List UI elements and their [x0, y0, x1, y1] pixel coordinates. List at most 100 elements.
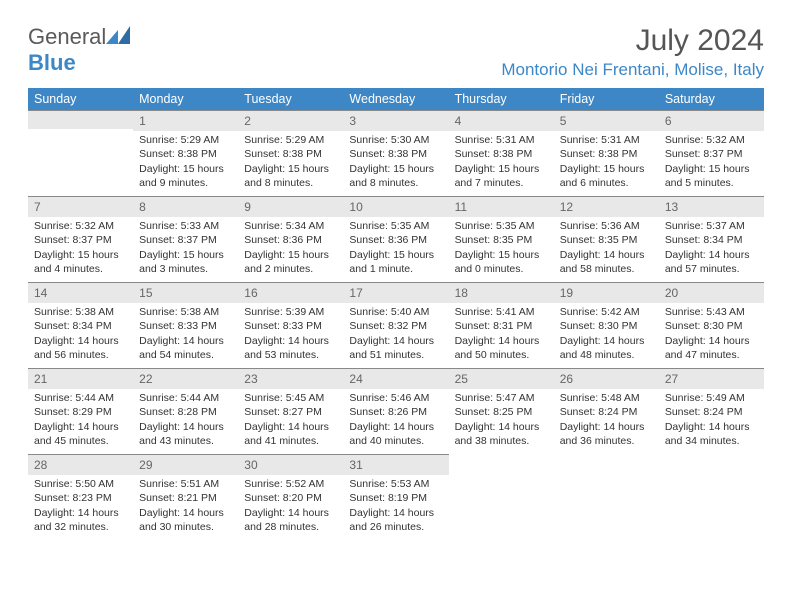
day-number: 29 [133, 454, 238, 475]
location-label: Montorio Nei Frentani, Molise, Italy [501, 60, 764, 80]
weekday-header: Saturday [659, 88, 764, 110]
day-number: 23 [238, 368, 343, 389]
day-body: Sunrise: 5:31 AMSunset: 8:38 PMDaylight:… [554, 131, 659, 194]
sunrise-line: Sunrise: 5:52 AM [244, 477, 337, 491]
day-number: 19 [554, 282, 659, 303]
day-body: Sunrise: 5:35 AMSunset: 8:36 PMDaylight:… [343, 217, 448, 280]
sunset-line: Sunset: 8:34 PM [665, 233, 758, 247]
day-body: Sunrise: 5:40 AMSunset: 8:32 PMDaylight:… [343, 303, 448, 366]
sunset-line: Sunset: 8:30 PM [560, 319, 653, 333]
day-number: 12 [554, 196, 659, 217]
calendar-body: 1Sunrise: 5:29 AMSunset: 8:38 PMDaylight… [28, 110, 764, 540]
day-body: Sunrise: 5:51 AMSunset: 8:21 PMDaylight:… [133, 475, 238, 538]
sunset-line: Sunset: 8:38 PM [560, 147, 653, 161]
sunrise-line: Sunrise: 5:47 AM [455, 391, 548, 405]
day-number: 26 [554, 368, 659, 389]
logo-mark-icon [106, 26, 132, 44]
sunrise-line: Sunrise: 5:44 AM [139, 391, 232, 405]
calendar-cell: 10Sunrise: 5:35 AMSunset: 8:36 PMDayligh… [343, 196, 448, 282]
calendar-cell: 15Sunrise: 5:38 AMSunset: 8:33 PMDayligh… [133, 282, 238, 368]
daylight-line: Daylight: 14 hours and 58 minutes. [560, 248, 653, 276]
sunset-line: Sunset: 8:32 PM [349, 319, 442, 333]
day-number: 13 [659, 196, 764, 217]
calendar-cell: 20Sunrise: 5:43 AMSunset: 8:30 PMDayligh… [659, 282, 764, 368]
day-number: 17 [343, 282, 448, 303]
sunrise-line: Sunrise: 5:38 AM [139, 305, 232, 319]
daylight-line: Daylight: 14 hours and 48 minutes. [560, 334, 653, 362]
calendar-cell: 30Sunrise: 5:52 AMSunset: 8:20 PMDayligh… [238, 454, 343, 540]
calendar-cell: 9Sunrise: 5:34 AMSunset: 8:36 PMDaylight… [238, 196, 343, 282]
calendar-cell: 24Sunrise: 5:46 AMSunset: 8:26 PMDayligh… [343, 368, 448, 454]
weekday-header: Wednesday [343, 88, 448, 110]
day-body: Sunrise: 5:46 AMSunset: 8:26 PMDaylight:… [343, 389, 448, 452]
daylight-line: Daylight: 14 hours and 54 minutes. [139, 334, 232, 362]
sunset-line: Sunset: 8:30 PM [665, 319, 758, 333]
weekday-header: Tuesday [238, 88, 343, 110]
day-body: Sunrise: 5:47 AMSunset: 8:25 PMDaylight:… [449, 389, 554, 452]
calendar-cell: 5Sunrise: 5:31 AMSunset: 8:38 PMDaylight… [554, 110, 659, 196]
day-body: Sunrise: 5:53 AMSunset: 8:19 PMDaylight:… [343, 475, 448, 538]
daylight-line: Daylight: 15 hours and 6 minutes. [560, 162, 653, 190]
day-number: 3 [343, 110, 448, 131]
weekday-header: Monday [133, 88, 238, 110]
sunrise-line: Sunrise: 5:41 AM [455, 305, 548, 319]
day-body: Sunrise: 5:44 AMSunset: 8:29 PMDaylight:… [28, 389, 133, 452]
calendar-cell: 22Sunrise: 5:44 AMSunset: 8:28 PMDayligh… [133, 368, 238, 454]
sunrise-line: Sunrise: 5:32 AM [34, 219, 127, 233]
calendar-cell: 29Sunrise: 5:51 AMSunset: 8:21 PMDayligh… [133, 454, 238, 540]
sunset-line: Sunset: 8:36 PM [349, 233, 442, 247]
day-number: 10 [343, 196, 448, 217]
daylight-line: Daylight: 14 hours and 47 minutes. [665, 334, 758, 362]
daylight-line: Daylight: 14 hours and 28 minutes. [244, 506, 337, 534]
day-number: 14 [28, 282, 133, 303]
calendar-cell: 7Sunrise: 5:32 AMSunset: 8:37 PMDaylight… [28, 196, 133, 282]
sunset-line: Sunset: 8:38 PM [244, 147, 337, 161]
sunrise-line: Sunrise: 5:40 AM [349, 305, 442, 319]
sunrise-line: Sunrise: 5:53 AM [349, 477, 442, 491]
sunset-line: Sunset: 8:24 PM [665, 405, 758, 419]
daylight-line: Daylight: 15 hours and 9 minutes. [139, 162, 232, 190]
sunrise-line: Sunrise: 5:29 AM [244, 133, 337, 147]
sunrise-line: Sunrise: 5:45 AM [244, 391, 337, 405]
sunrise-line: Sunrise: 5:29 AM [139, 133, 232, 147]
sunrise-line: Sunrise: 5:36 AM [560, 219, 653, 233]
daylight-line: Daylight: 14 hours and 51 minutes. [349, 334, 442, 362]
daylight-line: Daylight: 14 hours and 41 minutes. [244, 420, 337, 448]
title-block: July 2024 Montorio Nei Frentani, Molise,… [501, 24, 764, 80]
logo-word-2: Blue [28, 50, 76, 75]
daylight-line: Daylight: 14 hours and 34 minutes. [665, 420, 758, 448]
day-number: 6 [659, 110, 764, 131]
daylight-line: Daylight: 14 hours and 57 minutes. [665, 248, 758, 276]
calendar-cell: 8Sunrise: 5:33 AMSunset: 8:37 PMDaylight… [133, 196, 238, 282]
calendar-cell: 23Sunrise: 5:45 AMSunset: 8:27 PMDayligh… [238, 368, 343, 454]
day-number: 31 [343, 454, 448, 475]
calendar-cell: 28Sunrise: 5:50 AMSunset: 8:23 PMDayligh… [28, 454, 133, 540]
sunset-line: Sunset: 8:34 PM [34, 319, 127, 333]
day-number: 21 [28, 368, 133, 389]
calendar-cell: 31Sunrise: 5:53 AMSunset: 8:19 PMDayligh… [343, 454, 448, 540]
sunrise-line: Sunrise: 5:30 AM [349, 133, 442, 147]
day-number: 22 [133, 368, 238, 389]
day-number: 9 [238, 196, 343, 217]
day-body: Sunrise: 5:42 AMSunset: 8:30 PMDaylight:… [554, 303, 659, 366]
sunset-line: Sunset: 8:23 PM [34, 491, 127, 505]
day-body: Sunrise: 5:52 AMSunset: 8:20 PMDaylight:… [238, 475, 343, 538]
sunset-line: Sunset: 8:33 PM [139, 319, 232, 333]
daylight-line: Daylight: 14 hours and 26 minutes. [349, 506, 442, 534]
daylight-line: Daylight: 15 hours and 3 minutes. [139, 248, 232, 276]
calendar-cell: 27Sunrise: 5:49 AMSunset: 8:24 PMDayligh… [659, 368, 764, 454]
day-body: Sunrise: 5:31 AMSunset: 8:38 PMDaylight:… [449, 131, 554, 194]
daylight-line: Daylight: 14 hours and 40 minutes. [349, 420, 442, 448]
sunset-line: Sunset: 8:31 PM [455, 319, 548, 333]
daylight-line: Daylight: 15 hours and 4 minutes. [34, 248, 127, 276]
sunset-line: Sunset: 8:19 PM [349, 491, 442, 505]
day-body: Sunrise: 5:29 AMSunset: 8:38 PMDaylight:… [133, 131, 238, 194]
day-body: Sunrise: 5:48 AMSunset: 8:24 PMDaylight:… [554, 389, 659, 452]
sunset-line: Sunset: 8:38 PM [349, 147, 442, 161]
day-number: 27 [659, 368, 764, 389]
calendar-cell: 6Sunrise: 5:32 AMSunset: 8:37 PMDaylight… [659, 110, 764, 196]
day-number: 30 [238, 454, 343, 475]
day-number: 1 [133, 110, 238, 131]
sunset-line: Sunset: 8:20 PM [244, 491, 337, 505]
calendar-cell [659, 454, 764, 540]
